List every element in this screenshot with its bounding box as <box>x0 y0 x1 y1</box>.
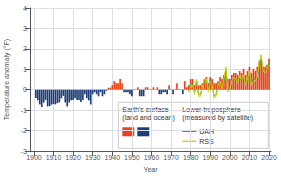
svg-text:-2: -2 <box>21 127 27 134</box>
svg-text:-3: -3 <box>20 147 27 155</box>
svg-text:Year: Year <box>143 166 158 173</box>
svg-text:UAH: UAH <box>199 128 214 135</box>
svg-text:1960: 1960 <box>144 154 160 161</box>
svg-text:1920: 1920 <box>65 154 81 161</box>
svg-text:-1: -1 <box>21 107 27 114</box>
svg-text:2: 2 <box>23 45 27 52</box>
svg-text:(measured by satellite): (measured by satellite) <box>182 114 253 122</box>
svg-text:1970: 1970 <box>163 154 179 161</box>
svg-text:(land and ocean): (land and ocean) <box>122 114 175 122</box>
svg-text:2020: 2020 <box>261 154 277 161</box>
svg-text:1990: 1990 <box>202 154 218 161</box>
svg-text:1950: 1950 <box>124 154 140 161</box>
svg-text:3: 3 <box>23 25 27 32</box>
svg-text:2010: 2010 <box>242 154 258 161</box>
svg-text:Lower troposphere: Lower troposphere <box>182 106 241 114</box>
svg-text:1900: 1900 <box>26 154 42 161</box>
svg-text:Earth's surface: Earth's surface <box>122 106 169 113</box>
svg-text:RSS: RSS <box>199 138 214 145</box>
svg-text:1: 1 <box>23 66 27 73</box>
svg-text:4: 4 <box>23 5 27 12</box>
svg-text:1930: 1930 <box>85 154 101 161</box>
svg-text:1980: 1980 <box>183 154 199 161</box>
svg-text:2000: 2000 <box>222 154 238 161</box>
svg-text:1910: 1910 <box>46 154 62 161</box>
svg-text:1940: 1940 <box>105 154 121 161</box>
svg-text:0: 0 <box>23 86 27 93</box>
svg-text:Temperature anomaly (°F): Temperature anomaly (°F) <box>3 39 11 120</box>
